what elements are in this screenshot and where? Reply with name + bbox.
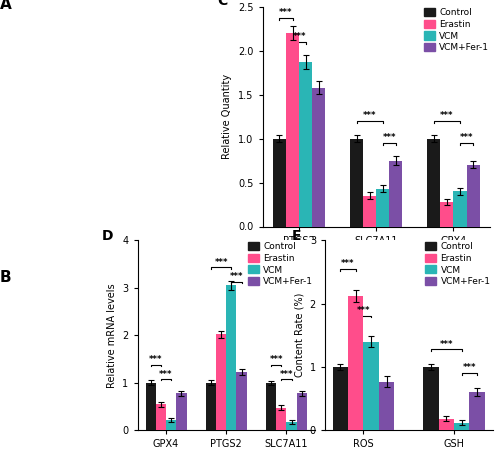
Text: ***: *** [230, 272, 243, 281]
Text: A: A [0, 0, 12, 12]
Bar [273, 139, 286, 226]
Bar [206, 383, 216, 430]
Bar [348, 296, 364, 430]
Text: ***: *** [214, 258, 228, 267]
Text: ***: *** [279, 8, 292, 17]
Bar [276, 408, 286, 430]
Text: ***: *** [363, 111, 376, 120]
Y-axis label: Relative mRNA levels: Relative mRNA levels [106, 283, 117, 387]
Bar [379, 381, 394, 430]
Text: ***: *** [342, 259, 355, 268]
Bar [216, 334, 226, 430]
Text: C: C [217, 0, 227, 8]
Legend: Control, Erastin, VCM, VCM+Fer-1: Control, Erastin, VCM, VCM+Fer-1 [247, 241, 314, 287]
Bar [427, 139, 440, 226]
Bar [176, 393, 186, 430]
Bar [424, 367, 438, 430]
Bar [286, 422, 296, 430]
Bar [376, 189, 390, 226]
Bar [470, 392, 485, 430]
Bar [466, 165, 479, 226]
Text: ***: *** [292, 32, 306, 41]
Bar [286, 33, 299, 226]
Bar [363, 196, 376, 226]
Bar [296, 393, 307, 430]
Text: E: E [292, 229, 301, 243]
Legend: Control, Erastin, VCM, VCM+Fer-1: Control, Erastin, VCM, VCM+Fer-1 [423, 7, 490, 53]
Bar [364, 342, 379, 430]
Text: ***: *** [460, 133, 473, 142]
Text: ***: *** [270, 356, 283, 365]
Text: ***: *** [356, 306, 370, 315]
Bar [226, 285, 236, 430]
Bar [236, 372, 246, 430]
Text: B: B [0, 270, 12, 284]
Bar [390, 161, 402, 226]
Y-axis label: Content Rate (%): Content Rate (%) [294, 293, 304, 377]
Bar [146, 383, 156, 430]
Text: ***: *** [440, 340, 453, 349]
Bar [332, 367, 348, 430]
Text: ***: *** [462, 363, 476, 372]
Text: ***: *** [149, 356, 162, 365]
Bar [156, 404, 166, 430]
Bar [266, 383, 276, 430]
Text: D: D [102, 229, 114, 243]
Legend: Control, Erastin, VCM, VCM+Fer-1: Control, Erastin, VCM, VCM+Fer-1 [424, 241, 492, 287]
Bar [454, 423, 469, 430]
Text: ***: *** [280, 370, 293, 379]
Bar [350, 139, 363, 226]
Bar [440, 202, 454, 226]
Bar [299, 62, 312, 226]
Bar [312, 87, 326, 226]
Bar [166, 420, 176, 430]
Text: ***: *** [160, 370, 173, 379]
Bar [454, 191, 466, 226]
Y-axis label: Relative Quantity: Relative Quantity [222, 74, 232, 159]
Text: ***: *** [440, 111, 454, 120]
Text: ***: *** [382, 133, 396, 142]
Bar [438, 419, 454, 430]
